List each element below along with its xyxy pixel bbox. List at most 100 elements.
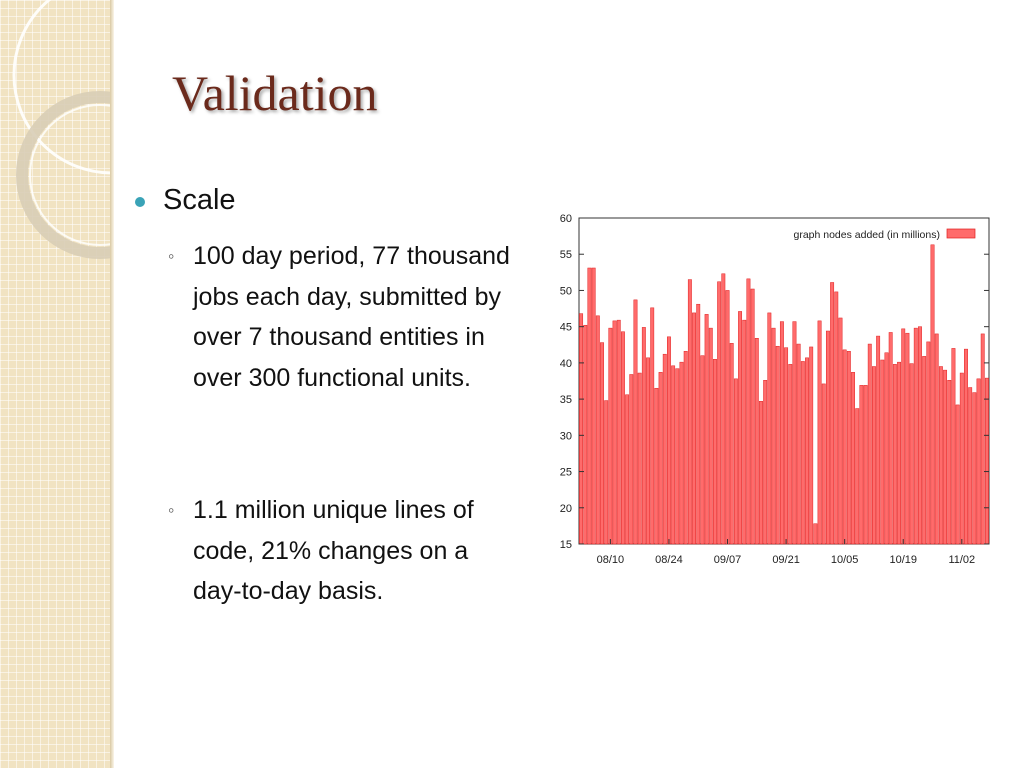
decorative-sidebar [0,0,112,768]
bar [654,387,659,545]
bar [608,327,613,545]
bar [863,385,868,545]
bar [700,355,705,545]
x-tick-label: 09/21 [772,554,800,566]
bar [671,365,676,545]
bar [846,351,851,545]
bar [742,319,747,545]
bar [767,312,772,545]
bar [616,319,621,545]
bar [733,378,738,545]
y-tick-label: 55 [560,249,572,261]
bar [943,369,948,545]
bar [817,320,822,545]
bar [980,333,985,545]
sub-bullet-marker-icon: ◦ [168,500,175,520]
y-tick-label: 20 [560,503,572,515]
bar [876,335,881,545]
y-tick-label: 60 [560,213,572,225]
bar [779,321,784,545]
bar [792,321,797,545]
bar [646,357,650,545]
bar [872,366,876,545]
bar [763,380,768,545]
bar [897,361,901,545]
bar [964,348,968,545]
bar [637,372,642,545]
bar [775,345,780,545]
legend-swatch [946,228,976,239]
bar [721,273,726,545]
bar [955,404,960,545]
bar [880,359,885,545]
bar [746,278,751,545]
bar [938,366,943,545]
y-tick-label: 40 [560,358,572,370]
bar [959,372,964,545]
bar [859,385,864,545]
bar [629,374,634,545]
bar [595,315,600,545]
bar [968,387,973,545]
bar [717,281,722,545]
bar [620,331,625,545]
bullet-dot-icon [135,197,145,207]
bar [683,351,688,545]
bar [754,338,759,545]
bar [825,330,830,545]
bar [800,361,805,545]
y-tick-label: 50 [560,285,572,297]
bar-chart: 15 20 25 30 35 40 45 50 55 60 08/10 08/24 09/07 09/21… [548,205,998,575]
x-tick-label: 11/02 [948,554,975,566]
bar [851,372,855,545]
bar [922,356,927,545]
bar [926,341,931,545]
bar [984,377,989,545]
bar [972,392,977,545]
bar [600,342,604,545]
bar [587,267,592,545]
bar [947,380,952,545]
bar [784,347,789,545]
bar [675,368,680,545]
bar [934,333,939,545]
bar [641,327,646,545]
bar [583,324,588,545]
x-tick-label: 10/05 [831,554,859,566]
bar [930,244,935,545]
chart-svg: 15 20 25 30 35 40 45 50 55 60 08/10 08/24 09/07 09/21… [560,213,990,566]
y-tick-label: 25 [560,467,572,479]
bar [918,326,922,545]
bar [855,408,860,545]
bar [905,332,910,545]
bar [713,359,717,545]
x-tick-label: 10/19 [889,554,917,566]
bar [633,299,638,545]
bar [738,311,743,545]
bar [771,327,776,545]
bar [658,372,663,545]
bar [725,290,730,545]
bar [579,313,584,545]
bar [708,327,713,545]
bar [838,317,843,545]
bar [591,267,596,545]
bar [913,327,918,545]
y-tick-label: 35 [560,394,572,406]
sub-bullet-marker-icon: ◦ [168,246,175,266]
bar [759,401,763,545]
sub-bullet-text: 100 day period, 77 thousand jobs each da… [193,242,510,392]
bar [696,303,701,545]
bar [842,349,847,545]
bar [788,364,793,545]
bar [892,364,897,545]
bar [834,291,839,545]
page-title: Validation [172,65,378,121]
bar [830,282,835,545]
bar [796,343,801,545]
bar [729,343,734,545]
sub-bullet-text: 1.1 million unique lines of code, 21% ch… [193,496,474,605]
bar [909,363,914,545]
y-tick-label: 45 [560,322,572,334]
sidebar-edge [110,0,114,768]
